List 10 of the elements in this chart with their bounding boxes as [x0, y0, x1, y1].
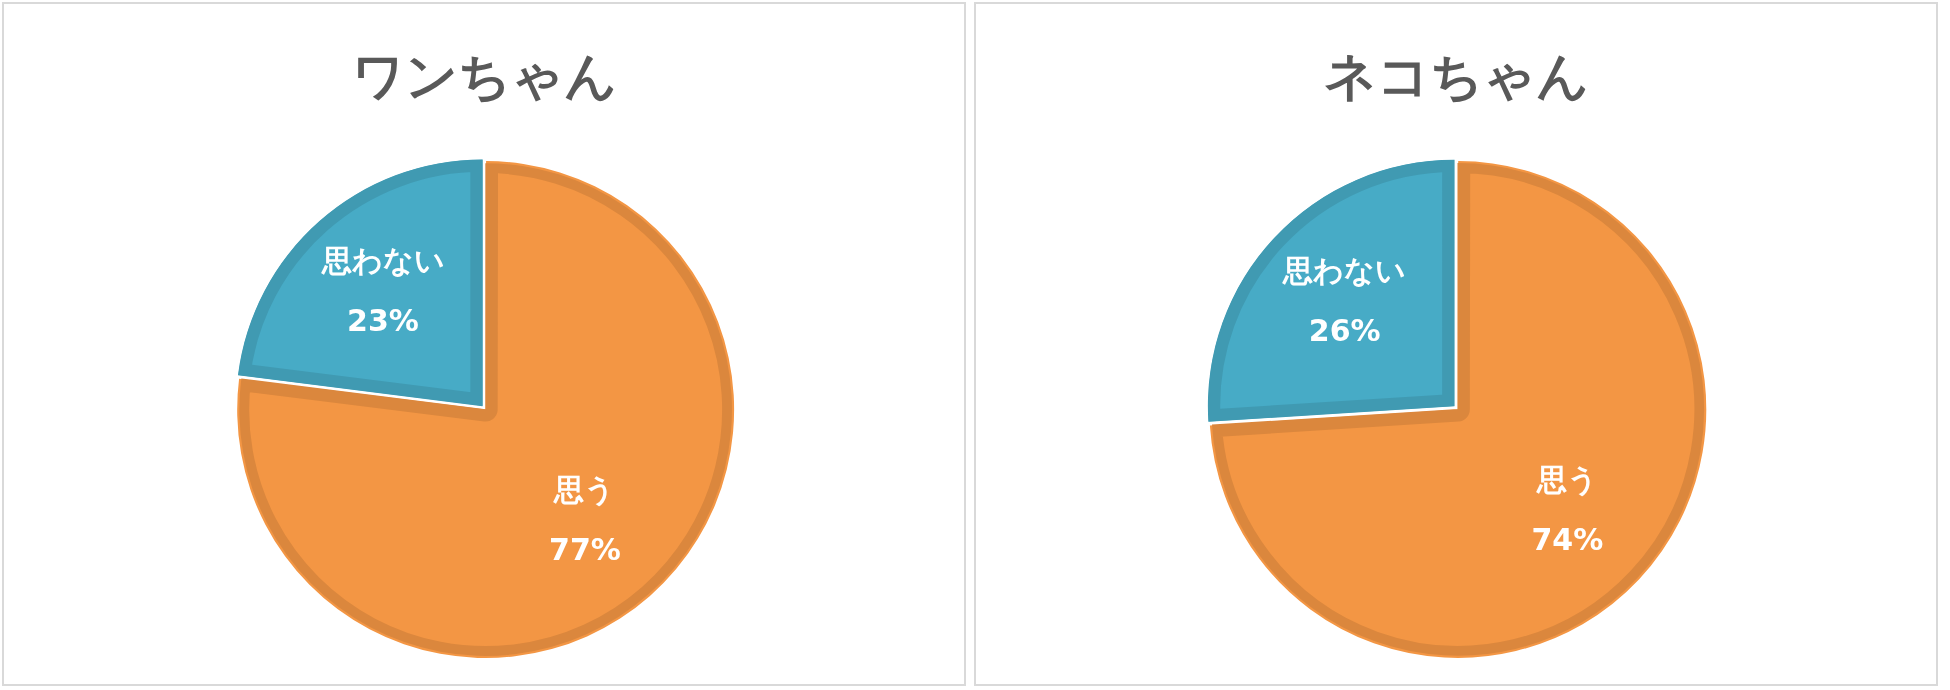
chart-title: ワンちゃん	[351, 45, 617, 106]
slice-label: 思わない	[1282, 252, 1407, 288]
data-label: 26%	[1308, 312, 1381, 348]
data-label: 77%	[549, 532, 621, 568]
slice-label: 思わない	[320, 242, 445, 278]
chart-title: ネコちゃん	[1323, 45, 1589, 106]
slice-label: 思う	[1535, 462, 1598, 498]
slice-label: 思う	[553, 472, 616, 508]
data-label: 74%	[1531, 522, 1604, 558]
data-label: 23%	[347, 302, 419, 338]
